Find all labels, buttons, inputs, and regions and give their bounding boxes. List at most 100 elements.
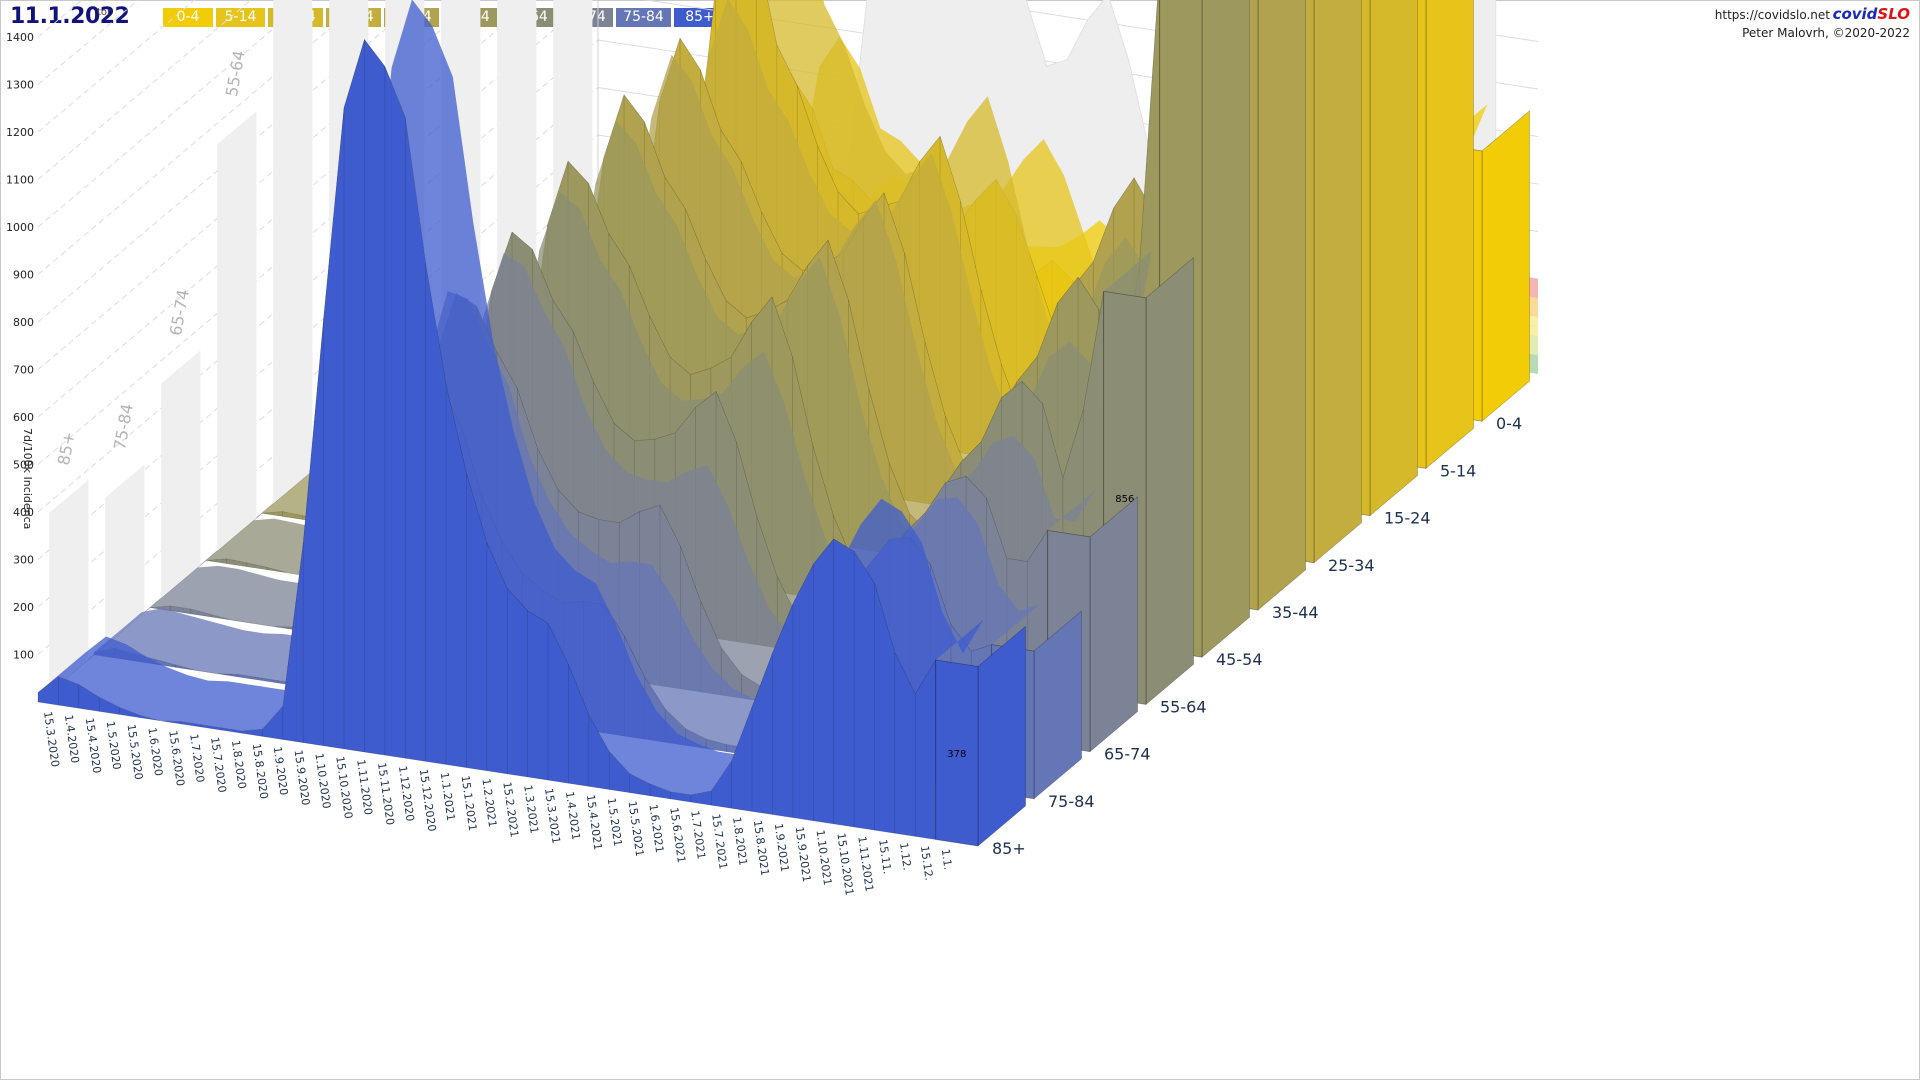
brand-logo[interactable]: covidSLO: [1833, 5, 1910, 23]
y-axis-label: 7d/100k Incidenca: [21, 428, 34, 529]
wall-bar-5-14: [497, 0, 537, 315]
x-tick-label: 1.2.2021: [479, 778, 499, 828]
x-tick-label: 15.4.2020: [83, 717, 104, 774]
x-tick-label: 15.12.2020: [417, 768, 439, 832]
y-tick-label: 1300: [6, 79, 34, 92]
site-url-link[interactable]: https://covidslo.net: [1714, 8, 1830, 22]
x-tick-label: 15.12.: [918, 845, 936, 881]
author-credit: Peter Malovrh, ©2020-2022: [1742, 26, 1910, 40]
x-tick-label: 1.4.2020: [62, 714, 82, 764]
age-group-row-labels: 0-4 5-14 15-24 25-34 35-44 45-54 55-64 65-74 75-…: [992, 414, 1522, 858]
grid-line-left: [37, 0, 478, 370]
row-label-55-64: 55-64: [1160, 697, 1207, 716]
x-tick-label: 1.8.2020: [229, 739, 249, 789]
ribbon-top: [318, 0, 1249, 545]
x-tick-label: 1.7.2020: [187, 733, 207, 783]
x-tick-label: 1.7.2021: [688, 810, 708, 860]
x-tick-label: 1.10.2020: [312, 752, 333, 809]
row-label-25-34: 25-34: [1328, 556, 1375, 575]
y-tick-label: 900: [13, 269, 34, 282]
x-tick-label: 15.9.2021: [793, 826, 814, 883]
x-tick-label: 15.9.2020: [292, 749, 313, 806]
x-tick-label: 1.10.2021: [813, 829, 834, 886]
grid-line-left: [37, 0, 309, 228]
y-tick-label: 1400: [6, 31, 34, 44]
wall-bar-55-64: [217, 111, 257, 551]
wall-bar-85+: [49, 479, 89, 693]
y-tick-label: 800: [13, 316, 34, 329]
current-value-columns: 56921722998222718711441856452311378: [935, 0, 1530, 847]
current-column-85+: 378: [935, 625, 1026, 847]
x-tick-label: 15.10.2021: [834, 832, 856, 896]
x-tick-label: 15.3.2020: [41, 711, 62, 768]
y-tick-label: 100: [13, 649, 34, 662]
x-tick-label: 1.9.2021: [772, 823, 792, 873]
x-tick-label: 15.5.2020: [125, 723, 146, 780]
x-tick-label: 15.4.2021: [584, 794, 605, 851]
x-tick-label: 1.8.2021: [730, 816, 750, 866]
row-label-85+: 85+: [992, 839, 1026, 858]
column-value-label: 856: [1115, 494, 1134, 505]
x-tick-label: 15.1.2021: [459, 775, 480, 832]
y-axis: 100 200 300 400 500 600 700 800 900 1000 1100 1200 1…: [6, 31, 34, 662]
x-tick-label: 1.9.2020: [271, 746, 291, 796]
y-tick-label: 1000: [6, 221, 34, 234]
grid-line-left: [37, 0, 421, 323]
x-tick-label: 1.1.2021: [438, 771, 458, 821]
row-label-15-24: 15-24: [1384, 509, 1431, 528]
column-side: [1257, 0, 1306, 611]
wall-bar-65-74: [161, 350, 201, 599]
x-tick-label: 15.5.2021: [626, 800, 647, 857]
column-side: [1369, 0, 1418, 517]
row-label-35-44: 35-44: [1272, 603, 1319, 622]
grid-line-left: [37, 0, 196, 133]
column-side: [1089, 496, 1138, 753]
x-tick-label: 15.11.: [876, 839, 894, 875]
y-tick-label: 200: [13, 601, 34, 614]
grid-line-left: [37, 0, 252, 180]
x-tick-label: 1.1.: [939, 848, 955, 871]
x-tick-label: 15.6.2021: [667, 807, 688, 864]
weekday: tor: [97, 7, 112, 18]
x-tick-label: 1.5.2020: [104, 720, 124, 770]
row-label-5-14: 5-14: [1440, 461, 1476, 480]
y-tick-label: 1100: [6, 174, 34, 187]
row-label-45-54: 45-54: [1216, 650, 1263, 669]
ribbon-top: [206, 191, 1152, 647]
y-tick-label: 300: [13, 554, 34, 567]
row-label-75-84: 75-84: [1048, 792, 1095, 811]
grid-line-left: [37, 0, 365, 275]
wall-bar-label: 65-74: [166, 288, 193, 337]
brand-part-slo: SLO: [1877, 5, 1910, 23]
ribbon-front: [37, 38, 937, 840]
x-tick-label: 1.11.2020: [354, 759, 375, 816]
x-tick-label: 1.6.2020: [145, 727, 165, 777]
y-tick-label: 700: [13, 364, 34, 377]
column-front: [935, 659, 979, 847]
x-tick-label: 15.10.2020: [333, 755, 355, 819]
legend-item-5-14[interactable]: 5-14: [216, 8, 265, 27]
x-tick-label: 15.2.2021: [500, 781, 521, 838]
row-label-65-74: 65-74: [1104, 745, 1151, 764]
brand-part-covid: covid: [1832, 5, 1878, 23]
ribbon-top: [150, 253, 1096, 699]
y-tick-label: 600: [13, 411, 34, 424]
x-tick-label: 1.12.: [897, 842, 914, 872]
legend-item-0-4[interactable]: 0-4: [163, 8, 213, 27]
y-tick-label: 400: [13, 506, 34, 519]
column-value-label: 378: [947, 749, 966, 760]
x-tick-label: 1.4.2021: [563, 791, 583, 841]
column-side: [1425, 0, 1474, 470]
x-tick-label: 15.11.2020: [375, 762, 397, 826]
ribbon-top: [374, 0, 1301, 498]
y-tick-label: 500: [13, 459, 34, 472]
column-side: [1313, 0, 1362, 564]
x-tick-label: 1.11.2021: [855, 835, 876, 892]
row-label-0-4: 0-4: [1496, 414, 1522, 433]
current-date: 11.1.2022: [10, 4, 130, 29]
wall-bar-label: 75-84: [110, 402, 137, 451]
x-tick-label: 15.7.2021: [709, 813, 730, 870]
legend-item-75-84[interactable]: 75-84: [616, 8, 671, 27]
x-tick-label: 15.3.2021: [542, 787, 563, 844]
